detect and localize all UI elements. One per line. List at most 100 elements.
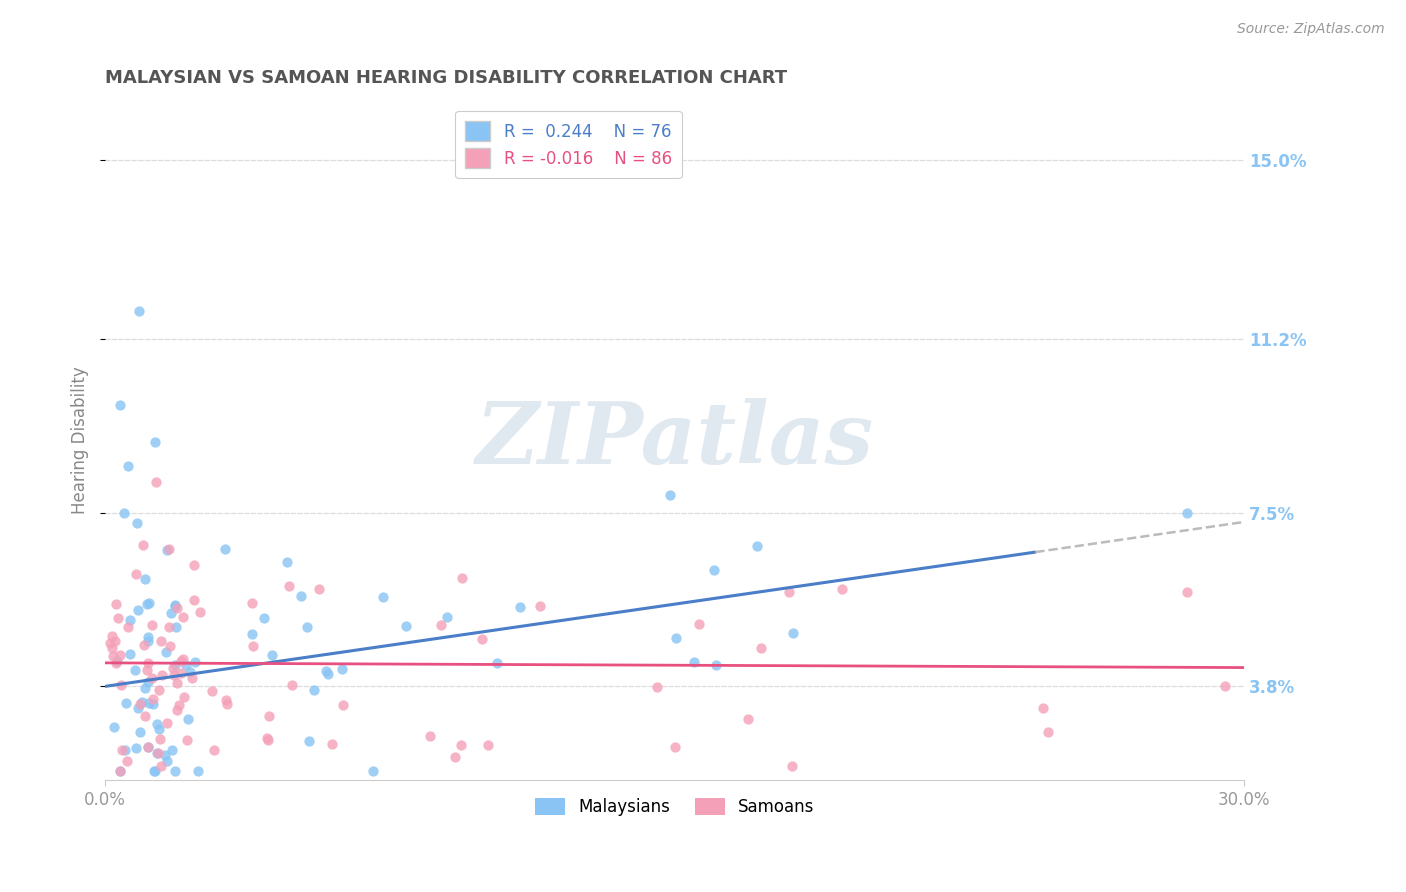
Point	[104, 633, 127, 648]
Point	[173, 690, 195, 704]
Point	[737, 712, 759, 726]
Point	[321, 737, 343, 751]
Point	[105, 656, 128, 670]
Point	[108, 764, 131, 778]
Point	[276, 555, 298, 569]
Point	[110, 397, 132, 411]
Point	[136, 740, 159, 755]
Point	[163, 658, 186, 673]
Point	[361, 764, 384, 778]
Point	[125, 741, 148, 756]
Point	[103, 720, 125, 734]
Point	[371, 590, 394, 604]
Point	[136, 630, 159, 644]
Legend: Malaysians, Samoans: Malaysians, Samoans	[529, 791, 821, 823]
Point	[156, 543, 179, 558]
Point	[201, 684, 224, 698]
Point	[118, 613, 141, 627]
Point	[145, 475, 167, 490]
Point	[1175, 506, 1198, 520]
Point	[103, 648, 125, 663]
Point	[477, 739, 499, 753]
Point	[332, 662, 354, 676]
Point	[1213, 679, 1236, 693]
Point	[166, 601, 188, 615]
Point	[114, 743, 136, 757]
Point	[170, 665, 193, 680]
Point	[682, 656, 704, 670]
Point	[150, 668, 173, 682]
Point	[450, 571, 472, 585]
Point	[257, 709, 280, 723]
Point	[162, 661, 184, 675]
Point	[143, 435, 166, 450]
Point	[136, 657, 159, 671]
Point	[688, 617, 710, 632]
Point	[302, 682, 325, 697]
Point	[135, 598, 157, 612]
Text: MALAYSIAN VS SAMOAN HEARING DISABILITY CORRELATION CHART: MALAYSIAN VS SAMOAN HEARING DISABILITY C…	[105, 69, 787, 87]
Point	[112, 506, 135, 520]
Point	[831, 582, 853, 596]
Point	[132, 538, 155, 552]
Point	[436, 610, 458, 624]
Point	[1175, 585, 1198, 599]
Point	[202, 743, 225, 757]
Point	[215, 693, 238, 707]
Point	[167, 698, 190, 712]
Point	[176, 732, 198, 747]
Point	[146, 746, 169, 760]
Point	[183, 558, 205, 572]
Point	[450, 738, 472, 752]
Point	[135, 664, 157, 678]
Point	[131, 694, 153, 708]
Point	[142, 691, 165, 706]
Point	[665, 632, 688, 646]
Point	[280, 678, 302, 692]
Point	[98, 636, 121, 650]
Point	[146, 716, 169, 731]
Point	[105, 598, 128, 612]
Point	[160, 607, 183, 621]
Point	[127, 602, 149, 616]
Y-axis label: Hearing Disability: Hearing Disability	[72, 366, 89, 514]
Point	[170, 654, 193, 668]
Point	[142, 697, 165, 711]
Point	[159, 639, 181, 653]
Point	[166, 703, 188, 717]
Point	[150, 759, 173, 773]
Point	[127, 700, 149, 714]
Point	[214, 542, 236, 557]
Point	[105, 655, 128, 669]
Point	[150, 633, 173, 648]
Point	[260, 648, 283, 662]
Point	[163, 599, 186, 613]
Point	[664, 740, 686, 755]
Point	[471, 632, 494, 646]
Point	[782, 626, 804, 640]
Point	[749, 641, 772, 656]
Point	[110, 678, 132, 692]
Point	[108, 648, 131, 663]
Point	[153, 748, 176, 763]
Point	[645, 680, 668, 694]
Point	[703, 562, 725, 576]
Point	[529, 599, 551, 613]
Point	[143, 764, 166, 778]
Point	[778, 585, 800, 599]
Point	[118, 647, 141, 661]
Point	[128, 697, 150, 711]
Point	[100, 640, 122, 655]
Point	[780, 759, 803, 773]
Point	[143, 764, 166, 778]
Point	[395, 619, 418, 633]
Point	[134, 681, 156, 696]
Point	[1036, 725, 1059, 739]
Point	[163, 668, 186, 682]
Point	[149, 731, 172, 746]
Point	[165, 620, 187, 634]
Point	[141, 671, 163, 685]
Point	[257, 732, 280, 747]
Point	[156, 715, 179, 730]
Point	[155, 644, 177, 658]
